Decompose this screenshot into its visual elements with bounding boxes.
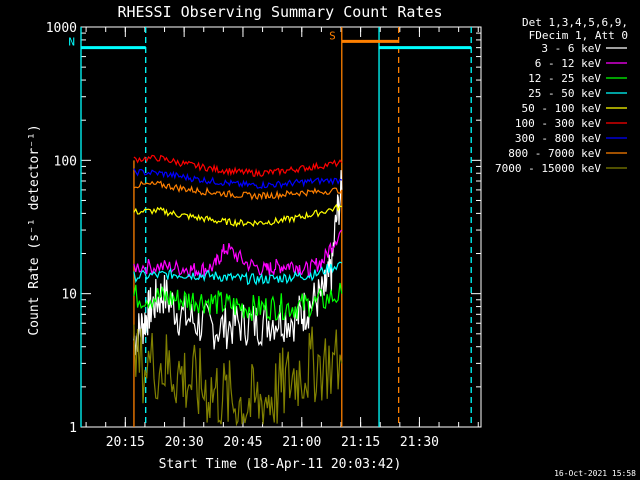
y-tick-label: 1000 [46,21,77,36]
x-tick-label: 20:45 [223,435,262,450]
legend-header: Det 1,3,4,5,6,9, [522,16,628,29]
series-line-3-6kev [133,170,343,356]
series-line-300-800kev [133,168,343,190]
series-line-100-300kev [133,154,343,177]
footer-timestamp: 16-Oct-2021 15:58 [554,469,636,478]
plot-area: 1 10 100 1000 20:15 20:30 20:45 21:00 21:15 21:30… [46,21,482,450]
legend-entry-label: 300 - 800 keV [515,132,601,145]
x-tick-label: 20:15 [106,435,145,450]
legend-entry-label: 3 - 6 keV [541,42,601,55]
flag-label: S [329,29,336,42]
legend-entry-label: 7000 - 15000 keV [495,162,601,175]
series-line-50-100kev [133,203,342,228]
legend-header: FDecim 1, Att 0 [529,29,628,42]
y-axis-label: Count Rate (s⁻¹ detector⁻¹) [27,124,42,335]
chart-title: RHESSI Observing Summary Count Rates [117,3,442,21]
flag-label: N [68,36,75,49]
legend: Det 1,3,4,5,6,9,FDecim 1, Att 03 - 6 keV… [495,16,628,175]
legend-entry-label: 25 - 50 keV [528,87,601,100]
series-line-800-7000kev [133,180,343,201]
x-tick-label: 21:00 [282,435,321,450]
series-line-7000-15000kev [133,324,343,427]
x-tick-label: 21:15 [341,435,380,450]
x-tick-label: 20:30 [165,435,204,450]
y-tick-label: 1 [69,421,77,436]
series-line-6-12kev [133,229,343,280]
legend-entry-label: 12 - 25 keV [528,72,601,85]
y-tick-label: 10 [61,288,77,303]
legend-entry-label: 800 - 7000 keV [508,147,601,160]
x-axis-label: Start Time (18-Apr-11 20:03:42) [159,457,402,472]
x-tick-label: 21:30 [400,435,439,450]
series-line-25-50kev [133,261,343,286]
y-tick-label: 100 [54,154,77,169]
legend-entry-label: 100 - 300 keV [515,117,601,130]
legend-entry-label: 6 - 12 keV [535,57,602,70]
series-line-12-25kev [133,282,343,322]
legend-entry-label: 50 - 100 keV [522,102,602,115]
